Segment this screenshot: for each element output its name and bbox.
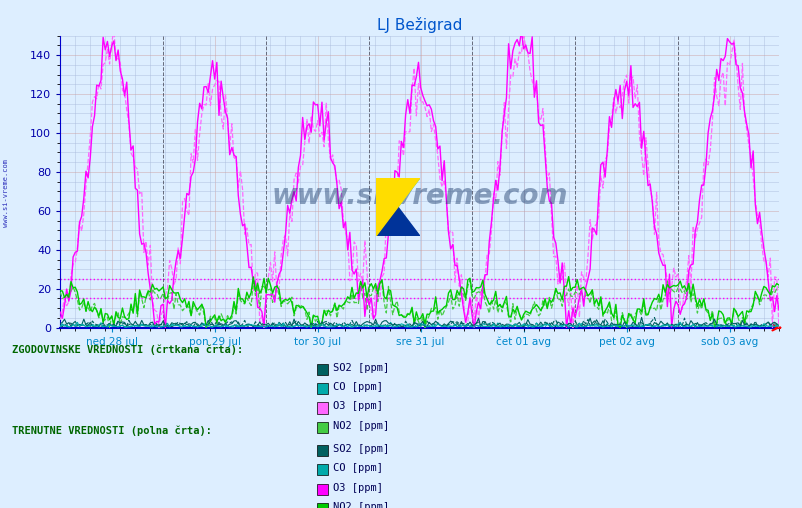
Polygon shape: [375, 178, 419, 236]
Text: www.si-vreme.com: www.si-vreme.com: [3, 159, 10, 227]
Text: NO2 [ppm]: NO2 [ppm]: [333, 502, 389, 508]
Text: ZGODOVINSKE VREDNOSTI (črtkana črta):: ZGODOVINSKE VREDNOSTI (črtkana črta):: [12, 344, 243, 355]
Text: NO2 [ppm]: NO2 [ppm]: [333, 421, 389, 431]
Polygon shape: [375, 178, 419, 236]
Text: www.si-vreme.com: www.si-vreme.com: [271, 182, 567, 210]
Text: TRENUTNE VREDNOSTI (polna črta):: TRENUTNE VREDNOSTI (polna črta):: [12, 426, 212, 436]
Text: SO2 [ppm]: SO2 [ppm]: [333, 444, 389, 454]
Text: CO [ppm]: CO [ppm]: [333, 463, 383, 473]
Text: O3 [ppm]: O3 [ppm]: [333, 401, 383, 411]
Polygon shape: [375, 178, 419, 236]
Text: O3 [ppm]: O3 [ppm]: [333, 483, 383, 493]
Title: LJ Bežigrad: LJ Bežigrad: [376, 17, 462, 33]
Text: SO2 [ppm]: SO2 [ppm]: [333, 363, 389, 373]
Text: CO [ppm]: CO [ppm]: [333, 382, 383, 392]
